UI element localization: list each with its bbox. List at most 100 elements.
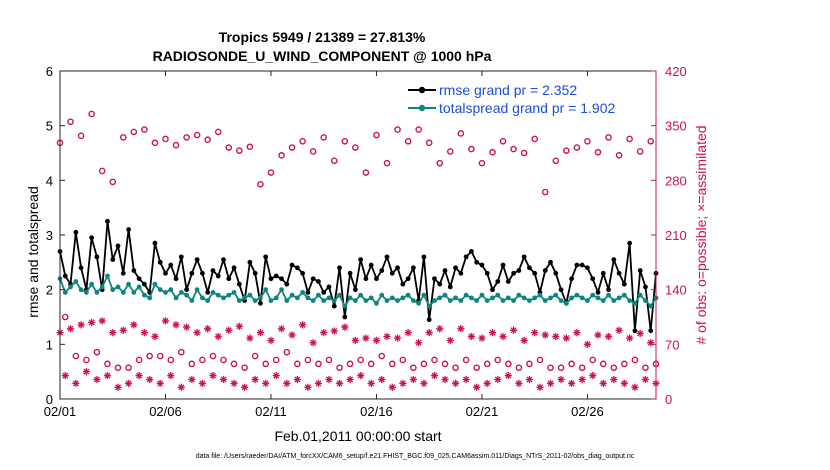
rmse-point bbox=[505, 279, 511, 284]
totalspread-point bbox=[590, 292, 596, 298]
totalspread-point bbox=[131, 290, 137, 295]
totalspread-point bbox=[358, 292, 364, 298]
obs-possible-point bbox=[236, 147, 243, 154]
rmse-point bbox=[78, 265, 84, 271]
obs-assimilated-point bbox=[124, 379, 133, 387]
obs-possible-point bbox=[541, 188, 549, 196]
obs-possible-point bbox=[283, 348, 291, 356]
obs-assimilated-point bbox=[346, 375, 354, 384]
obs-possible-point bbox=[436, 159, 444, 167]
totalspread-point bbox=[637, 292, 643, 298]
rmse-line bbox=[59, 220, 657, 332]
legend-entry-totalspread: totalspread grand pr = 1.902 bbox=[439, 100, 616, 116]
totalspread-point bbox=[632, 300, 638, 306]
obs-assimilated-point bbox=[172, 321, 180, 329]
obs-assimilated-point bbox=[425, 329, 433, 337]
totalspread-point bbox=[542, 298, 548, 303]
obs-assimilated-point bbox=[209, 371, 217, 380]
totalspread-point bbox=[585, 298, 590, 303]
chart-subtitle: RADIOSONDE_U_WIND_COMPONENT @ 1000 hPa bbox=[153, 48, 492, 64]
obs-possible-point bbox=[388, 360, 396, 368]
rmse-point bbox=[294, 265, 300, 271]
rmse-point bbox=[600, 270, 606, 276]
totalspread-point bbox=[189, 298, 195, 303]
obs-possible-point bbox=[452, 364, 459, 372]
obs-possible-point bbox=[257, 180, 264, 188]
rmse-point bbox=[479, 262, 485, 268]
obs-possible-point bbox=[188, 360, 196, 368]
totalspread-point bbox=[453, 295, 458, 301]
obs-assimilated-point bbox=[457, 325, 465, 333]
obs-possible-point bbox=[330, 157, 338, 165]
totalspread-point bbox=[331, 298, 337, 303]
obs-assimilated-point bbox=[198, 379, 207, 387]
obs-assimilated-point bbox=[288, 331, 296, 339]
obs-assimilated-point bbox=[188, 375, 196, 384]
totalspread-point bbox=[521, 295, 527, 301]
totalspread-point bbox=[600, 298, 606, 303]
obs-possible-point bbox=[199, 356, 206, 364]
totalspread-point bbox=[99, 284, 105, 290]
obs-assimilated-point bbox=[488, 329, 497, 337]
obs-assimilated-point bbox=[256, 329, 265, 337]
obs-assimilated-point bbox=[473, 383, 481, 391]
totalspread-point bbox=[442, 292, 448, 298]
totalspread-point bbox=[627, 298, 633, 303]
rmse-point bbox=[321, 290, 327, 295]
x-tick-label: 02/16 bbox=[360, 404, 393, 419]
rmse-point bbox=[194, 257, 200, 262]
obs-possible-point bbox=[77, 132, 85, 140]
obs-possible-point bbox=[141, 126, 148, 133]
obs-possible-point bbox=[515, 364, 523, 372]
totalspread-point bbox=[83, 290, 89, 295]
obs-possible-point bbox=[336, 364, 343, 372]
totalspread-point bbox=[310, 298, 316, 303]
obs-assimilated-point bbox=[93, 375, 101, 384]
rmse-point bbox=[643, 284, 648, 290]
right-axis: 0 70 140 210 280 350 420 bbox=[651, 64, 687, 407]
rmse-point bbox=[200, 270, 205, 276]
totalspread-point bbox=[226, 292, 232, 298]
totalspread-point bbox=[500, 298, 506, 303]
totalspread-point bbox=[537, 292, 543, 298]
totalspread-point bbox=[432, 298, 437, 303]
rmse-point bbox=[595, 290, 601, 295]
obs-possible-point bbox=[362, 169, 370, 176]
obs-possible-point bbox=[373, 131, 380, 139]
rmse-point bbox=[363, 276, 369, 282]
rmse-point bbox=[215, 273, 221, 279]
obs-possible-point bbox=[631, 356, 639, 364]
rmse-point bbox=[231, 265, 237, 271]
rmse-point bbox=[521, 254, 527, 260]
totalspread-point bbox=[194, 287, 200, 293]
totalspread-point bbox=[490, 295, 495, 301]
obs-possible-point bbox=[520, 149, 528, 157]
obs-possible-point bbox=[557, 364, 565, 372]
x-axis-label: Feb.01,2011 00:00:00 start bbox=[274, 428, 441, 444]
obs-assimilated-point bbox=[272, 371, 280, 380]
obs-possible-point bbox=[489, 148, 496, 156]
line-series bbox=[57, 218, 659, 334]
totalspread-point bbox=[505, 295, 511, 301]
obs-assimilated-point bbox=[320, 329, 328, 337]
rmse-point bbox=[374, 276, 379, 282]
rmse-point bbox=[337, 265, 342, 271]
y-right-tick-label: 140 bbox=[665, 283, 687, 298]
y-axis-left-label: rmse and totalspread bbox=[25, 186, 41, 318]
totalspread-point bbox=[236, 298, 242, 303]
obs-assimilated-point bbox=[119, 326, 127, 334]
obs-possible-point bbox=[457, 130, 465, 137]
obs-assimilated-point bbox=[552, 332, 560, 341]
totalspread-point bbox=[73, 279, 79, 284]
obs-assimilated-point bbox=[330, 327, 338, 335]
rmse-point bbox=[284, 281, 290, 287]
obs-possible-point bbox=[346, 360, 354, 368]
totalspread-point bbox=[479, 292, 485, 298]
rmse-point bbox=[236, 281, 242, 287]
rmse-point bbox=[300, 270, 306, 276]
obs-assimilated-point bbox=[103, 371, 112, 380]
obs-possible-point bbox=[415, 126, 422, 133]
rmse-point bbox=[632, 328, 638, 334]
rmse-point bbox=[247, 259, 253, 265]
rmse-point bbox=[532, 270, 538, 276]
